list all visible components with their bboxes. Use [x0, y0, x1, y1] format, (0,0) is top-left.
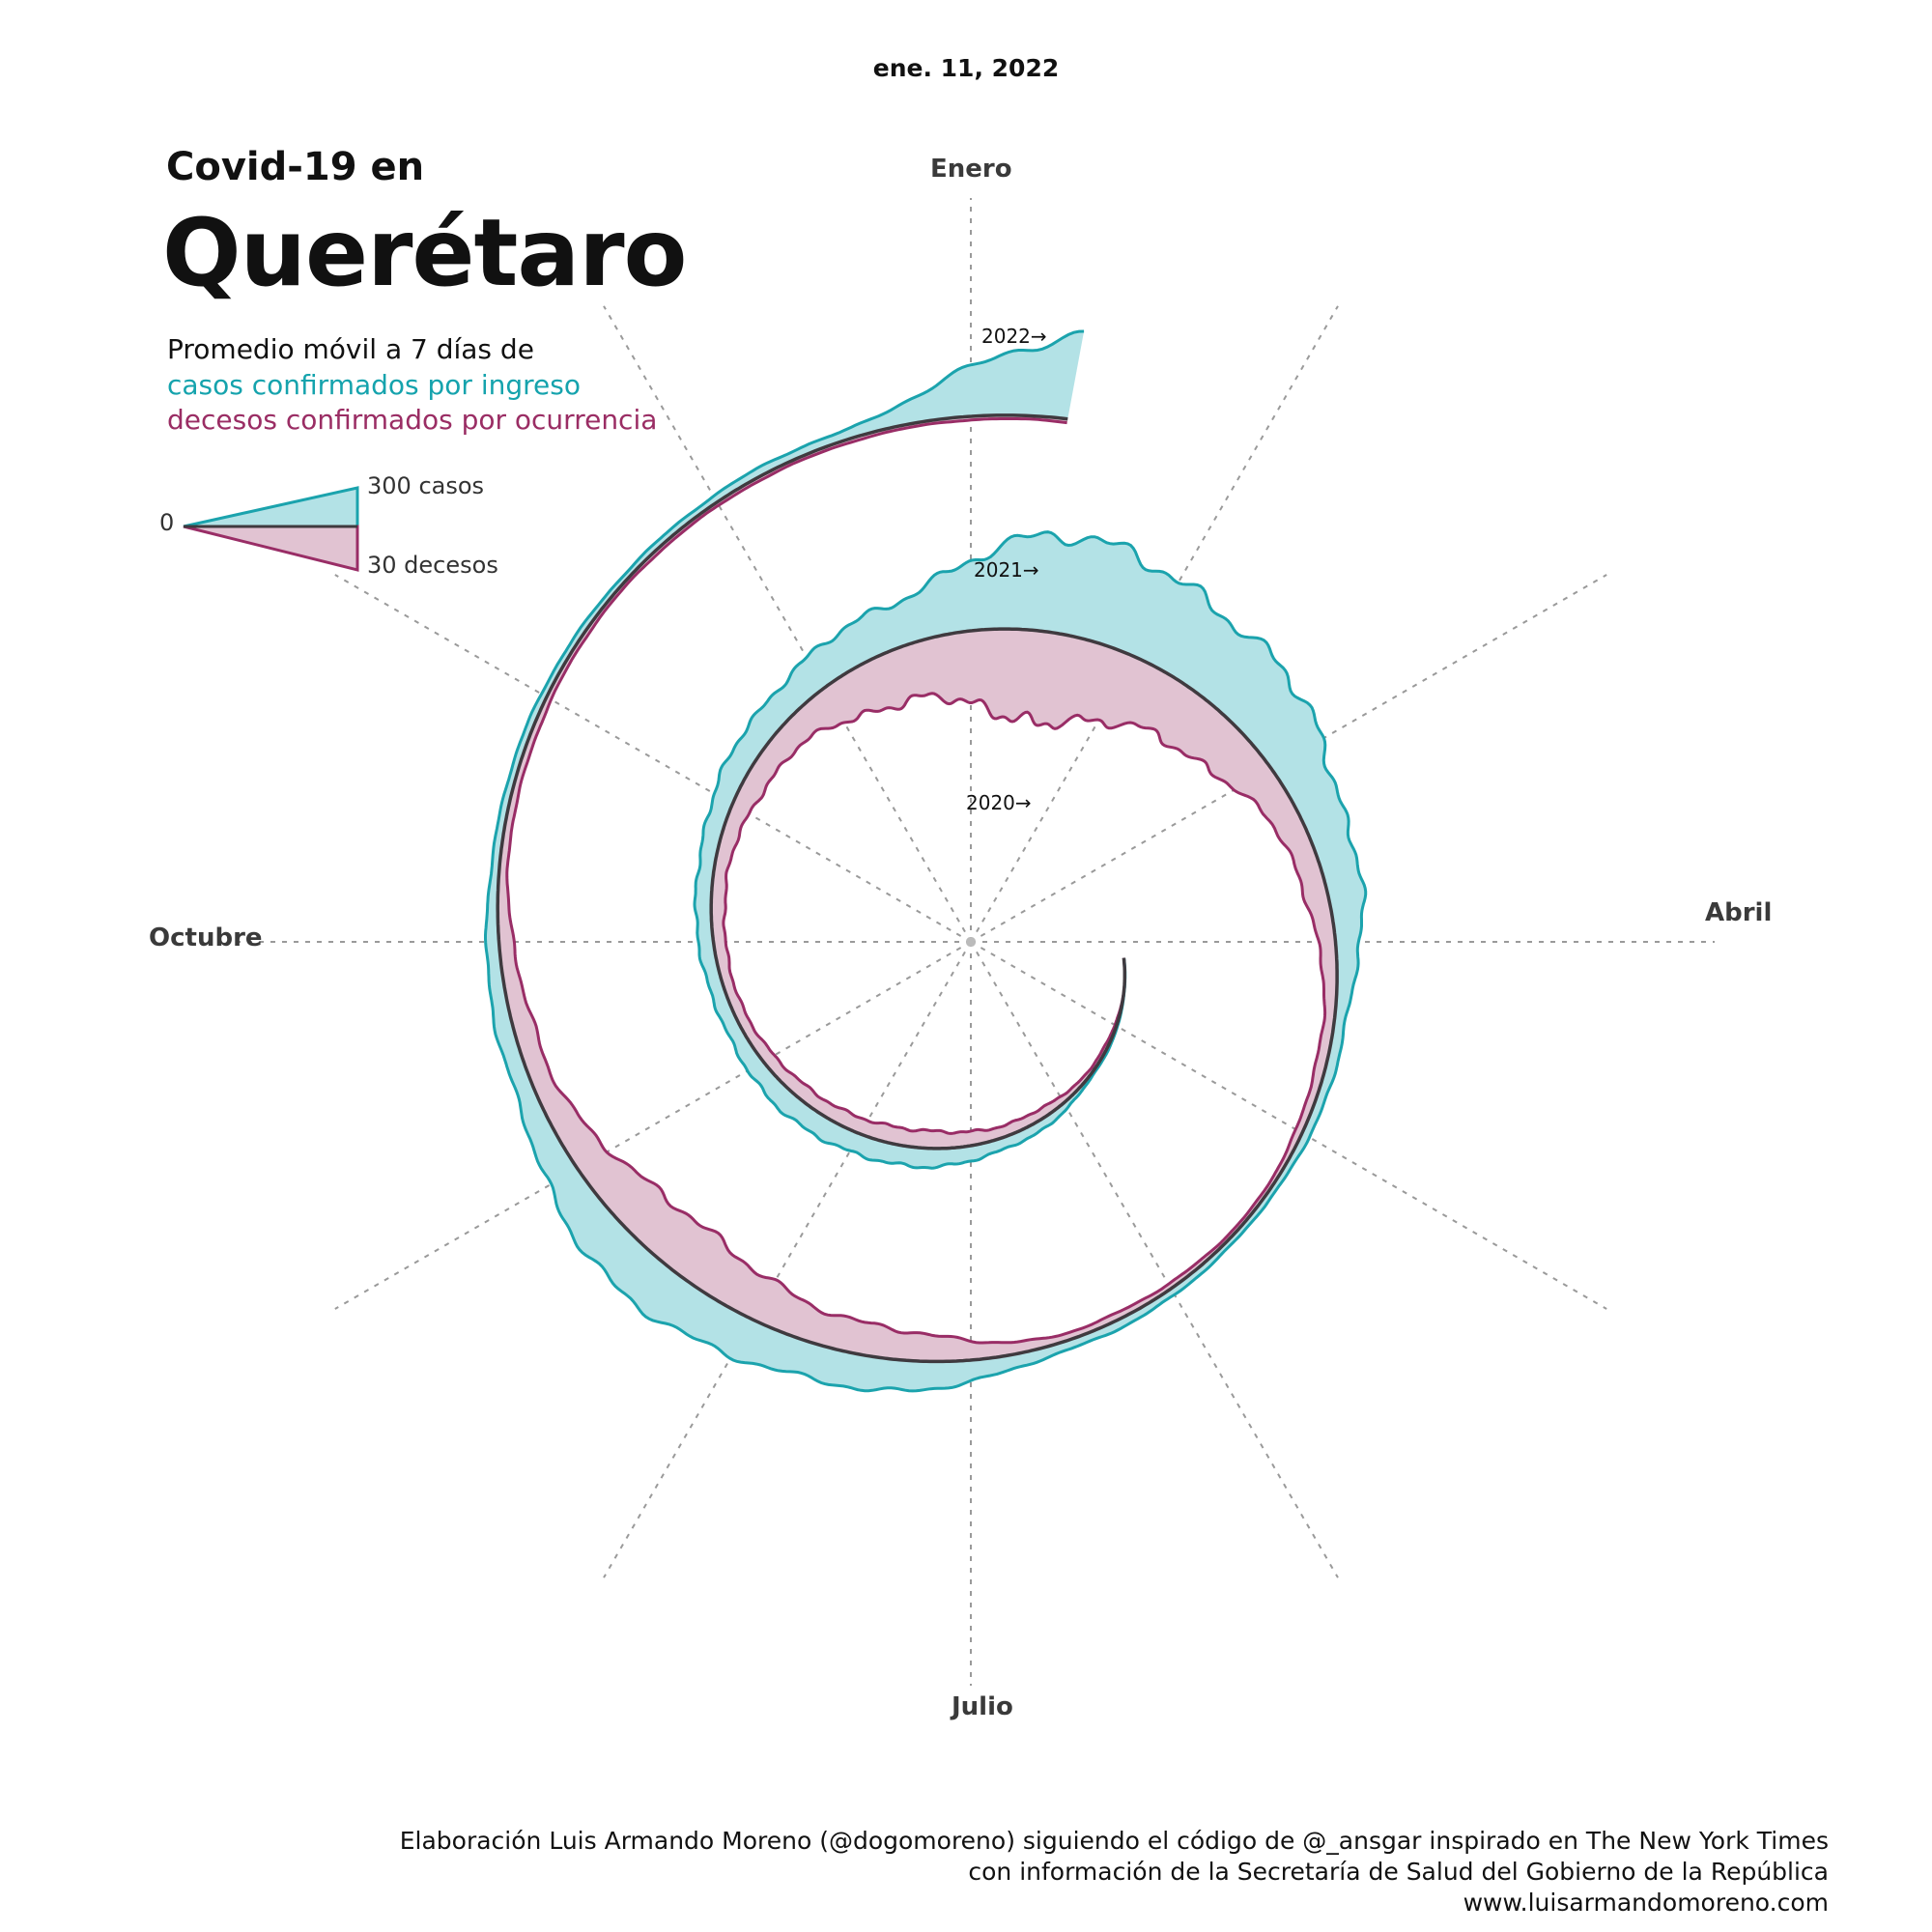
title-line1: Covid-19 en	[166, 145, 425, 189]
legend-glyph	[183, 486, 359, 572]
credits-line2: con información de la Secretaría de Salu…	[968, 1858, 1829, 1886]
spiral-baseline	[496, 413, 1339, 1364]
legend-deaths: 30 decesos	[367, 552, 498, 579]
legend-zero: 0	[159, 509, 175, 536]
deaths-line	[505, 417, 1327, 1345]
gridline-month-6	[970, 941, 1339, 1578]
year-label-2022: 2022→	[981, 325, 1047, 348]
legend-cases: 300 casos	[367, 472, 485, 499]
subtitle-deaths: decesos confirmados por ocurrencia	[167, 404, 658, 436]
year-label-2020: 2020→	[966, 791, 1032, 814]
month-label-julio: Julio	[952, 1692, 1013, 1721]
legend-deaths-wedge	[183, 525, 359, 572]
credits: Elaboración Luis Armando Moreno (@dogomo…	[400, 1826, 1829, 1918]
center-dot	[966, 937, 976, 947]
cases-line	[484, 329, 1368, 1393]
legend-cases-wedge	[183, 486, 359, 528]
gridline-month-5	[970, 941, 1607, 1310]
subtitle-cases: casos confirmados por ingreso	[167, 369, 581, 401]
month-label-octubre: Octubre	[149, 923, 263, 952]
page-title: Querétaro	[162, 199, 687, 307]
month-label-enero: Enero	[930, 155, 1012, 184]
credits-line1: Elaboración Luis Armando Moreno (@dogomo…	[399, 1827, 1829, 1855]
cases-area	[485, 331, 1366, 1391]
deaths-area	[497, 414, 1338, 1362]
month-label-abril: Abril	[1705, 898, 1773, 927]
series-areas	[484, 329, 1368, 1393]
subtitle: Promedio móvil a 7 días de	[167, 333, 534, 365]
year-label-2021: 2021→	[974, 558, 1039, 582]
date-label: ene. 11, 2022	[872, 54, 1060, 82]
credits-line3: www.luisarmandomoreno.com	[1463, 1889, 1829, 1917]
